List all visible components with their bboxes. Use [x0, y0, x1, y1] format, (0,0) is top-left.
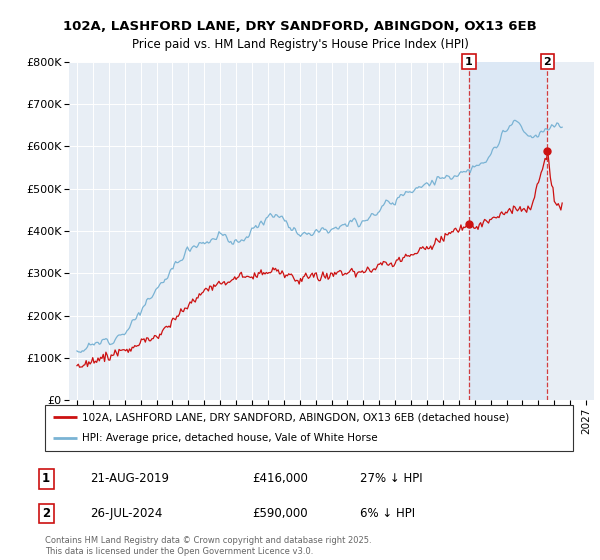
Text: £416,000: £416,000 [252, 472, 308, 486]
Bar [469, 62, 547, 400]
Text: Contains HM Land Registry data © Crown copyright and database right 2025.
This d: Contains HM Land Registry data © Crown c… [45, 536, 371, 556]
FancyBboxPatch shape [45, 405, 573, 451]
Text: 21-AUG-2019: 21-AUG-2019 [90, 472, 169, 486]
Text: £590,000: £590,000 [252, 507, 308, 520]
Bar [547, 62, 594, 400]
Text: 1: 1 [42, 472, 50, 486]
Text: 2: 2 [544, 57, 551, 67]
Text: 27% ↓ HPI: 27% ↓ HPI [360, 472, 422, 486]
Text: HPI: Average price, detached house, Vale of White Horse: HPI: Average price, detached house, Vale… [82, 433, 377, 444]
Text: 6% ↓ HPI: 6% ↓ HPI [360, 507, 415, 520]
Text: 102A, LASHFORD LANE, DRY SANDFORD, ABINGDON, OX13 6EB (detached house): 102A, LASHFORD LANE, DRY SANDFORD, ABING… [82, 412, 509, 422]
Text: 26-JUL-2024: 26-JUL-2024 [90, 507, 163, 520]
Text: 102A, LASHFORD LANE, DRY SANDFORD, ABINGDON, OX13 6EB: 102A, LASHFORD LANE, DRY SANDFORD, ABING… [63, 20, 537, 32]
Text: Price paid vs. HM Land Registry's House Price Index (HPI): Price paid vs. HM Land Registry's House … [131, 38, 469, 51]
Text: 2: 2 [42, 507, 50, 520]
Text: 1: 1 [465, 57, 473, 67]
